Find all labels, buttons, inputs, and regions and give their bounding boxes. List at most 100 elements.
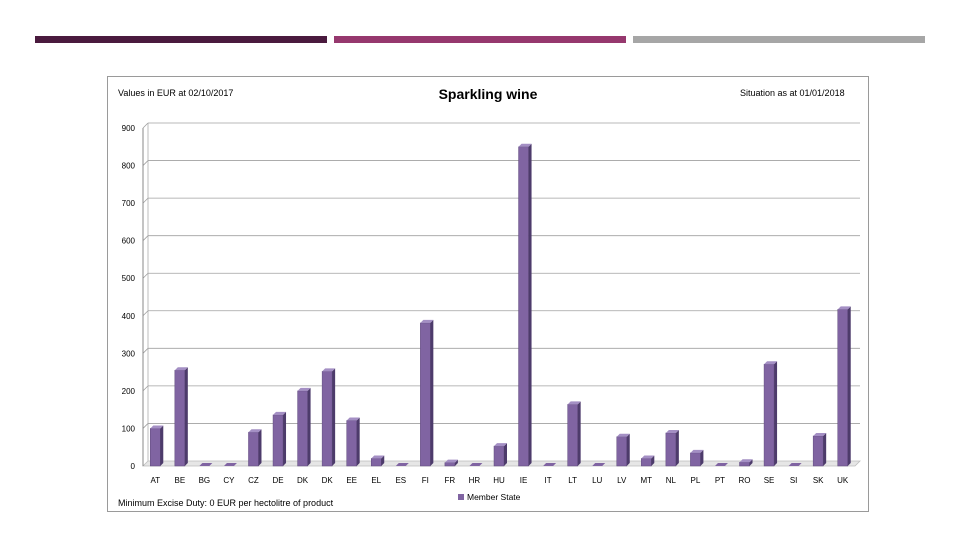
x-tick-label-nl-21: NL [666, 476, 677, 485]
bar-front [272, 414, 284, 467]
gridline-depth-600 [142, 235, 149, 241]
bar-fr-12 [444, 459, 458, 467]
y-tick-label-400: 400 [122, 312, 136, 321]
values-note: Values in EUR at 02/10/2017 [118, 88, 234, 98]
gridline-depth-200 [142, 385, 149, 392]
bar-ro-24 [739, 459, 753, 467]
gridline-depth-400 [142, 310, 149, 317]
bar-side [430, 319, 434, 466]
gridline-depth-300 [142, 348, 149, 354]
x-tick-label-bg-2: BG [199, 476, 211, 485]
bar-top [150, 425, 164, 429]
bar-el-9 [370, 455, 385, 467]
bar-side [307, 387, 311, 466]
bar-top [371, 455, 385, 459]
x-tick-label-pl-22: PL [691, 476, 701, 485]
y-tick-label-300: 300 [122, 349, 136, 358]
bar-side [381, 455, 385, 466]
bar-lu-18 [592, 463, 606, 466]
x-tick-label-fr-12: FR [445, 476, 456, 485]
bar-be-1 [174, 367, 188, 467]
bar-top [444, 459, 458, 463]
x-tick-label-dk-6: DK [297, 476, 309, 485]
bar-side [283, 411, 287, 466]
x-tick-label-de-5: DE [272, 476, 283, 485]
bar-mt-20 [641, 455, 655, 467]
bar-top [739, 459, 753, 463]
bar-front [248, 431, 259, 467]
bar-cy-3 [223, 463, 237, 466]
bar-flat [395, 463, 409, 466]
x-tick-label-hr-13: HR [469, 476, 481, 485]
x-tick-label-pt-23: PT [715, 476, 725, 485]
bar-hu-14 [493, 443, 507, 467]
bar-front [370, 458, 382, 467]
bar-sk-27 [812, 432, 827, 467]
chart-frame [107, 76, 869, 512]
x-tick-label-lu-18: LU [592, 476, 602, 485]
y-tick-label-900: 900 [122, 124, 136, 133]
gridline-depth-100 [142, 423, 149, 429]
bar-side [454, 459, 458, 466]
bar-de-5 [272, 411, 287, 467]
bar-side [823, 432, 827, 466]
legend-label: Member State [467, 492, 521, 502]
bar-lv-19 [616, 433, 630, 467]
title-accent-bar-grey [633, 36, 925, 43]
bar-top [567, 401, 581, 405]
bar-dk-7 [321, 368, 336, 467]
bar-top [813, 432, 827, 436]
bar-pl-22 [690, 449, 704, 467]
bar-side [356, 417, 360, 466]
bar-side [651, 455, 655, 466]
bar-ee-8 [346, 417, 360, 467]
x-tick-label-it-16: IT [545, 476, 552, 485]
bar-side [504, 443, 507, 466]
bar-side [847, 306, 851, 466]
bar-hr-13 [469, 463, 483, 466]
bar-se-25 [763, 361, 778, 467]
bar-front [346, 420, 357, 467]
x-tick-label-mt-20: MT [641, 476, 653, 485]
bar-side [749, 459, 753, 466]
x-tick-label-dk-7: DK [322, 476, 334, 485]
bar-front [616, 436, 628, 467]
x-tick-label-el-9: EL [371, 476, 381, 485]
minimum-duty-note: Minimum Excise Duty: 0 EUR per hectolitr… [118, 498, 334, 508]
bar-top [494, 443, 507, 447]
situation-note: Situation as at 01/01/2018 [740, 88, 845, 98]
x-tick-label-uk-28: UK [837, 476, 849, 485]
chart-title: Sparkling wine [438, 86, 538, 102]
bar-front [444, 462, 456, 467]
y-tick-label-100: 100 [122, 424, 136, 433]
bar-front [297, 390, 308, 467]
title-accent-bar-dark [35, 36, 327, 43]
bar-at-0 [150, 425, 164, 467]
x-tick-label-lt-17: LT [568, 476, 577, 485]
bar-bg-2 [199, 463, 213, 466]
bar-si-26 [788, 463, 802, 466]
x-tick-label-cz-4: CZ [248, 476, 259, 485]
bar-side [774, 361, 778, 466]
x-tick-label-ee-8: EE [346, 476, 357, 485]
y-tick-label-600: 600 [122, 237, 136, 246]
gridline-depth-500 [142, 272, 149, 279]
x-tick-label-si-26: SI [790, 476, 798, 485]
bar-top [518, 143, 532, 147]
bar-dk-6 [297, 387, 311, 467]
bar-side [626, 433, 630, 466]
bar-top [690, 449, 704, 453]
x-tick-label-sk-27: SK [813, 476, 824, 485]
bar-front [665, 432, 677, 467]
bar-top [346, 417, 360, 421]
x-tick-label-be-1: BE [174, 476, 185, 485]
gridline-depth-900 [142, 122, 149, 129]
bar-fi-11 [420, 319, 434, 467]
x-tick-label-es-10: ES [395, 476, 406, 485]
bar-top [616, 433, 630, 437]
bar-side [184, 367, 188, 466]
gridline-depth-800 [142, 160, 149, 166]
legend-swatch [458, 494, 464, 500]
bar-front [837, 309, 848, 467]
